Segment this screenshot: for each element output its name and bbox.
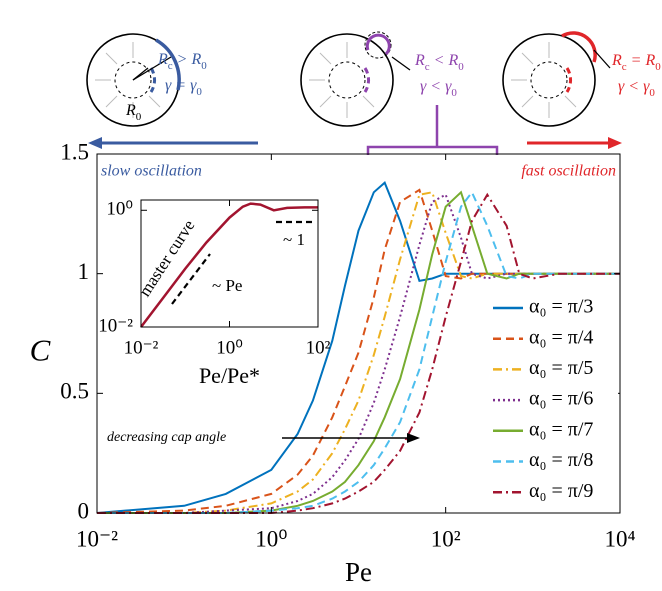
x-axis-label: Pe/Pe*	[199, 363, 260, 388]
label-part: 0	[451, 87, 457, 99]
x-axis-label: Pe	[345, 557, 372, 587]
legend-label: α₀ = π/4	[529, 326, 593, 348]
legend-label: α₀ = π/5	[529, 357, 593, 379]
legend-label: α₀ = π/8	[529, 449, 593, 471]
label-part: γ < γ	[420, 78, 452, 95]
annotation-arrowhead	[407, 433, 420, 443]
y-tick-label: 10⁰	[106, 199, 133, 220]
main-axes: 10⁻² 10⁰ 10² 10⁴ 0 0.5 1 1.5 Pe Cα₀ = π/3 α₀ = π/4…	[30, 139, 636, 587]
label-part: < R	[430, 52, 459, 69]
label-part: c	[425, 61, 430, 73]
label-part: γ = γ	[165, 77, 197, 94]
schematic-label: R0	[125, 102, 142, 123]
annotation: ~ Pe	[212, 276, 242, 295]
slope-reference	[171, 253, 211, 305]
legend-label: α₀ = π/7	[529, 418, 593, 440]
label-part: 0	[201, 60, 207, 72]
axes-box	[96, 153, 621, 514]
label-part: 0	[655, 61, 661, 73]
legend-label: α₀ = π/9	[529, 480, 593, 502]
schematic-label: γ < γ0	[420, 78, 457, 99]
y-tick-label: 0.5	[60, 379, 89, 404]
schematic-slow	[86, 33, 181, 127]
series-line	[140, 202, 318, 328]
label-part: 0	[196, 86, 202, 98]
schematic-label: Rc > R0	[157, 51, 207, 72]
y-tick-label: 1	[78, 259, 90, 284]
schematic-label: Rc < R0	[414, 52, 464, 73]
legend-label: α₀ = π/3	[529, 296, 593, 318]
x-tick-label: 10⁻²	[124, 337, 159, 358]
y-axis-label: C	[30, 333, 51, 368]
schematic-label: Rc = R0	[611, 52, 661, 73]
y-tick-label: 0	[78, 498, 90, 523]
x-tick-label: 10²	[306, 337, 331, 358]
schematic-mid	[300, 31, 411, 127]
y-tick-label: 10⁻²	[98, 315, 133, 336]
series-line	[96, 188, 620, 514]
legend-background	[488, 477, 618, 509]
series-line	[97, 191, 620, 514]
x-tick-label: 10⁰	[255, 526, 287, 551]
annotation: decreasing cap angle	[107, 430, 226, 445]
label-part: c	[168, 60, 173, 72]
schematic-fast	[502, 31, 611, 127]
schematic-label: γ = γ0	[165, 77, 202, 98]
label-part: R	[414, 52, 425, 69]
label-part: > R	[173, 51, 202, 68]
regime-arrows	[88, 105, 622, 155]
x-tick-label: 10²	[431, 526, 461, 551]
label-part: 0	[458, 61, 464, 73]
schematic-label: γ < γ0	[618, 78, 655, 99]
label-part: 0	[136, 111, 142, 123]
series-line	[97, 190, 620, 514]
inset-axes: 10⁻² 10⁰ 10² 10⁻² 10⁰ Pe/Pe*	[98, 199, 330, 388]
y-tick-label: 1.5	[60, 139, 89, 164]
label-part: R	[157, 51, 168, 68]
label-part: 0	[649, 87, 655, 99]
label-part: γ < γ	[618, 78, 650, 95]
label-part: = R	[627, 52, 656, 69]
annotation: slow oscillation	[101, 163, 202, 180]
x-tick-label: 10⁰	[216, 337, 243, 358]
series-line	[97, 192, 620, 514]
legend-background	[488, 354, 618, 386]
legend-label: α₀ = π/6	[529, 388, 593, 410]
label-part: c	[622, 61, 627, 73]
label-part: R	[125, 102, 136, 119]
label-part: R	[611, 52, 622, 69]
annotation: fast oscillation	[521, 163, 616, 180]
x-tick-label: 10⁴	[604, 526, 635, 551]
annotation: ~ 1	[283, 230, 305, 249]
x-tick-label: 10⁻²	[76, 526, 118, 551]
